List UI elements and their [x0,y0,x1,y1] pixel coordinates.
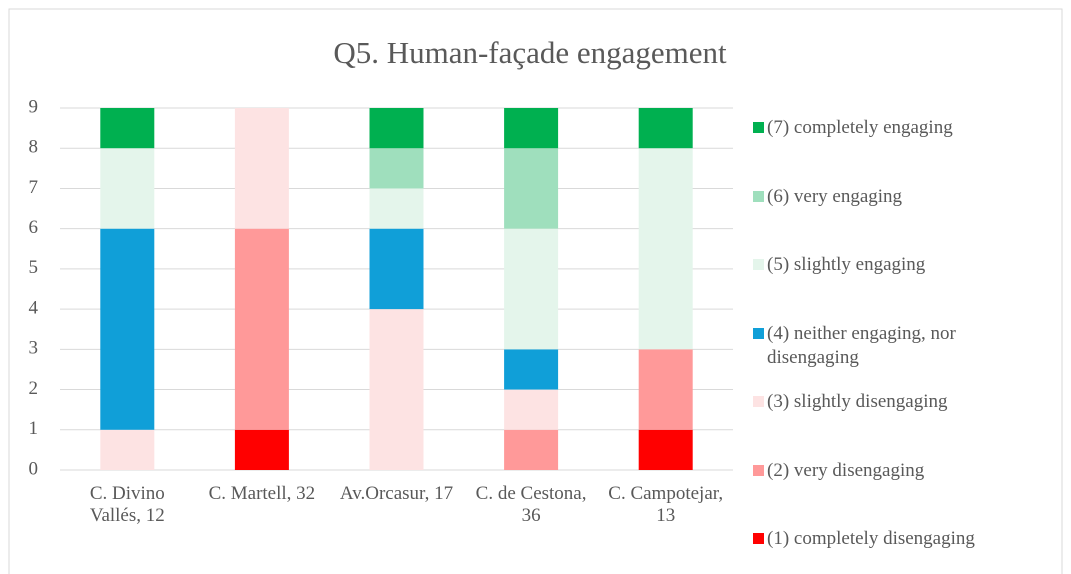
y-tick-label: 3 [29,338,39,359]
y-tick-label: 2 [29,378,39,399]
legend-swatch [753,327,764,339]
x-tick-label: C. Campotejar, 13 [608,483,724,526]
legend-swatch [753,396,764,407]
bar-segment [100,148,155,229]
bar-segment [100,108,155,149]
bar-segment [369,188,424,229]
x-tick-label: C. Divino Vallés, 12 [89,483,165,526]
bar-segment [504,429,559,470]
legend-item: (7) completely engaging [753,116,1063,140]
bar-segment [638,148,693,350]
legend-item: (4) neither engaging, nor disengaging [753,322,993,370]
y-tick-label: 8 [29,137,39,158]
chart-title: Q5. Human-façade engagement [333,35,727,70]
y-tick-label: 1 [29,418,39,439]
bar-segment [234,228,289,430]
bar-segment [369,309,424,470]
legend-label: (1) completely disengaging [767,528,975,549]
bar-segment [504,228,559,350]
legend-label: (5) slightly engaging [767,254,926,275]
legend-label: (3) slightly disengaging [767,391,948,412]
y-tick-label: 4 [29,297,39,318]
bar-segment [638,429,693,470]
legend-label: (6) very engaging [767,185,903,207]
bar-segment [504,349,559,390]
legend-swatch [753,533,764,544]
y-tick-label: 9 [29,96,39,117]
y-tick-label: 6 [29,217,39,238]
bar-segment [100,228,155,430]
legend-swatch [753,259,764,270]
legend-item: (1) completely disengaging [753,527,1063,551]
legend-item: (6) very engaging [753,185,1063,209]
bar-segment [504,108,559,149]
bar-segment [369,108,424,149]
bar-segment [638,349,693,430]
y-tick-label: 5 [29,257,39,278]
bar-segment [369,228,424,310]
bar-segment [369,148,424,189]
bar-segment [504,148,559,229]
y-tick-label: 0 [29,458,39,479]
bar-segment [100,429,155,470]
legend-item: (2) very disengaging [753,459,1063,483]
legend-item: (5) slightly engaging [753,253,1063,277]
y-tick-label: 7 [29,177,39,198]
legend-item: (3) slightly disengaging [753,390,1063,414]
x-tick-label: Av.Orcasur, 17 [339,483,454,504]
legend-label: (4) neither engaging, nor disengaging [767,322,956,368]
legend-label: (2) very disengaging [767,459,925,481]
bar-segment [504,389,559,430]
x-tick-label: C. de Cestona, 36 [475,483,587,526]
x-tick-label: C. Martell, 32 [208,483,316,504]
legend-swatch [753,190,764,202]
legend-label: (7) completely engaging [767,117,953,138]
chart-border [8,8,1063,574]
legend-swatch [753,122,764,133]
bar-segment [638,108,693,149]
bar-segment [234,429,289,470]
bar-segment [234,108,289,229]
legend-swatch [753,464,764,476]
